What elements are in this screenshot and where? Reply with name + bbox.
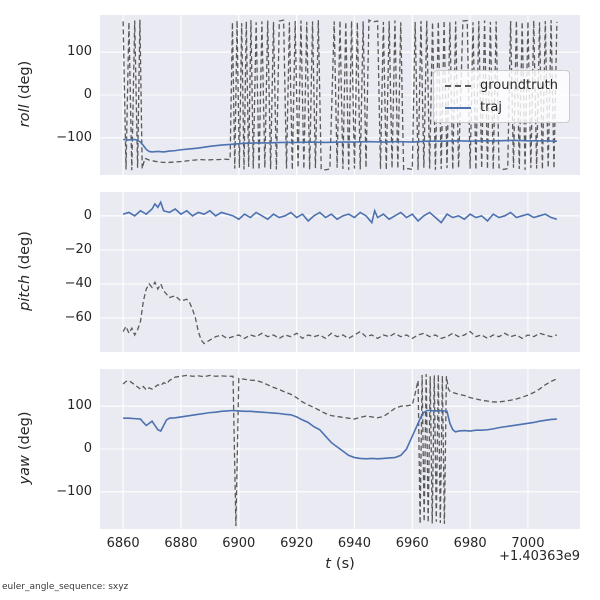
y-tick-label: 0: [83, 87, 92, 102]
x-tick-label: 6940: [337, 536, 371, 551]
yaw-plot-canvas: [100, 369, 580, 529]
x-tick-label: 6860: [106, 536, 140, 551]
yaw-axis-label-var: yaw: [17, 455, 33, 485]
legend-label-groundtruth: groundtruth: [479, 78, 558, 93]
y-tick-label: −60: [64, 309, 92, 325]
y-tick-label: −100: [56, 483, 92, 499]
legend-item-groundtruth: groundtruth: [444, 78, 558, 93]
y-tick-label: 100: [67, 44, 92, 60]
groundtruth-line-sample: [444, 84, 471, 87]
legend-item-traj: traj: [444, 100, 558, 115]
legend-label-traj: traj: [479, 100, 503, 115]
legend: groundtruth traj: [432, 70, 570, 123]
y-tick-label: 0: [83, 207, 92, 223]
y-tick-label: 100: [67, 398, 92, 414]
x-tick-label: 6960: [395, 536, 429, 551]
roll-axis-label-var: roll: [17, 104, 33, 128]
yaw-subplot: [100, 369, 580, 529]
y-tick-label: −40: [64, 275, 92, 291]
x-axis-offset-text: +1.40363e9: [499, 549, 580, 564]
x-axis-label: t (s): [240, 556, 440, 572]
y-tick-label: −100: [56, 129, 92, 145]
x-axis-label-var: t: [325, 556, 331, 572]
pitch-plot-canvas: [100, 192, 580, 352]
traj-line-sample: [444, 106, 471, 109]
y-tick-label: 0: [83, 441, 92, 456]
x-tick-label: 6980: [453, 536, 487, 551]
y-tick-label: −20: [64, 241, 92, 257]
x-tick-label: 7000: [511, 536, 545, 551]
roll-subplot: groundtruth traj: [100, 15, 580, 175]
euler-sequence-note: euler_angle_sequence: sxyz: [2, 582, 129, 592]
x-tick-label: 6880: [164, 536, 198, 551]
x-axis-label-unit: (s): [335, 556, 355, 572]
x-tick-label: 6920: [280, 536, 314, 551]
x-tick-label: 6900: [222, 536, 256, 551]
pitch-subplot: [100, 192, 580, 352]
